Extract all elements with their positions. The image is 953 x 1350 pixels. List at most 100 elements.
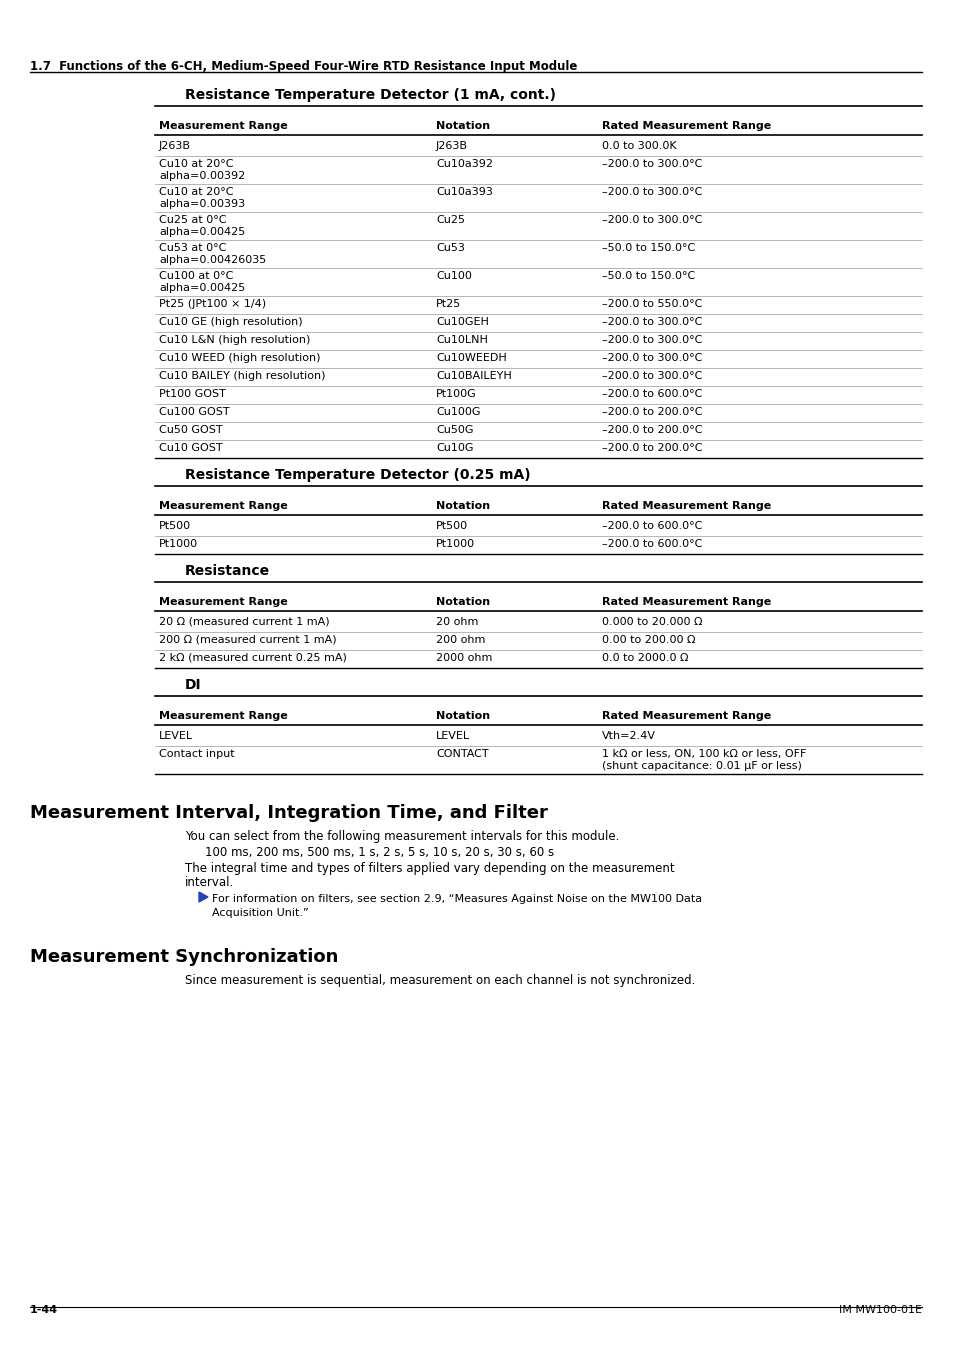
Text: Cu10a392: Cu10a392 <box>436 159 493 169</box>
Text: Rated Measurement Range: Rated Measurement Range <box>601 711 770 721</box>
Text: Measurement Range: Measurement Range <box>159 122 288 131</box>
Text: alpha=0.00393: alpha=0.00393 <box>159 198 245 209</box>
Text: Measurement Range: Measurement Range <box>159 597 288 608</box>
Text: Cu53 at 0°C: Cu53 at 0°C <box>159 243 226 252</box>
Text: –50.0 to 150.0°C: –50.0 to 150.0°C <box>601 271 695 281</box>
Text: alpha=0.00392: alpha=0.00392 <box>159 171 245 181</box>
Text: Cu25 at 0°C: Cu25 at 0°C <box>159 215 226 225</box>
Text: 100 ms, 200 ms, 500 ms, 1 s, 2 s, 5 s, 10 s, 20 s, 30 s, 60 s: 100 ms, 200 ms, 500 ms, 1 s, 2 s, 5 s, 1… <box>205 846 554 859</box>
Text: –200.0 to 550.0°C: –200.0 to 550.0°C <box>601 298 701 309</box>
Text: Pt500: Pt500 <box>436 521 468 531</box>
Text: Pt1000: Pt1000 <box>436 539 475 549</box>
Text: Cu53: Cu53 <box>436 243 464 252</box>
Text: Measurement Range: Measurement Range <box>159 501 288 512</box>
Text: –50.0 to 150.0°C: –50.0 to 150.0°C <box>601 243 695 252</box>
Text: –200.0 to 300.0°C: –200.0 to 300.0°C <box>601 317 701 327</box>
Text: Pt25: Pt25 <box>436 298 460 309</box>
Text: Cu50 GOST: Cu50 GOST <box>159 425 222 435</box>
Text: You can select from the following measurement intervals for this module.: You can select from the following measur… <box>185 830 618 842</box>
Text: –200.0 to 600.0°C: –200.0 to 600.0°C <box>601 389 701 400</box>
Text: –200.0 to 300.0°C: –200.0 to 300.0°C <box>601 215 701 225</box>
Text: Pt500: Pt500 <box>159 521 191 531</box>
Text: J263B: J263B <box>159 140 191 151</box>
Text: 20 ohm: 20 ohm <box>436 617 477 626</box>
Text: 2 kΩ (measured current 0.25 mA): 2 kΩ (measured current 0.25 mA) <box>159 653 347 663</box>
Text: Resistance: Resistance <box>185 564 270 578</box>
Text: –200.0 to 200.0°C: –200.0 to 200.0°C <box>601 406 701 417</box>
Text: Cu10 L&N (high resolution): Cu10 L&N (high resolution) <box>159 335 310 346</box>
Text: 200 ohm: 200 ohm <box>436 634 485 645</box>
Text: Notation: Notation <box>436 711 490 721</box>
Text: Cu10GEH: Cu10GEH <box>436 317 488 327</box>
Text: Cu10 at 20°C: Cu10 at 20°C <box>159 188 233 197</box>
Text: –200.0 to 300.0°C: –200.0 to 300.0°C <box>601 159 701 169</box>
Text: For information on filters, see section 2.9, “Measures Against Noise on the MW10: For information on filters, see section … <box>212 894 701 904</box>
Text: –200.0 to 600.0°C: –200.0 to 600.0°C <box>601 521 701 531</box>
Text: Cu100 at 0°C: Cu100 at 0°C <box>159 271 233 281</box>
Text: alpha=0.00425: alpha=0.00425 <box>159 227 245 238</box>
Text: Vth=2.4V: Vth=2.4V <box>601 730 656 741</box>
Text: 0.00 to 200.00 Ω: 0.00 to 200.00 Ω <box>601 634 695 645</box>
Text: Measurement Range: Measurement Range <box>159 711 288 721</box>
Text: –200.0 to 200.0°C: –200.0 to 200.0°C <box>601 425 701 435</box>
Text: Cu50G: Cu50G <box>436 425 473 435</box>
Text: DI: DI <box>185 678 201 693</box>
Text: Notation: Notation <box>436 597 490 608</box>
Text: IM MW100-01E: IM MW100-01E <box>838 1305 921 1315</box>
Text: Pt100G: Pt100G <box>436 389 476 400</box>
Text: Rated Measurement Range: Rated Measurement Range <box>601 597 770 608</box>
Text: –200.0 to 300.0°C: –200.0 to 300.0°C <box>601 352 701 363</box>
Text: Cu25: Cu25 <box>436 215 464 225</box>
Text: Cu10G: Cu10G <box>436 443 473 454</box>
Text: –200.0 to 300.0°C: –200.0 to 300.0°C <box>601 371 701 381</box>
Text: (shunt capacitance: 0.01 μF or less): (shunt capacitance: 0.01 μF or less) <box>601 761 801 771</box>
Text: Cu10BAILEYH: Cu10BAILEYH <box>436 371 511 381</box>
Text: Resistance Temperature Detector (1 mA, cont.): Resistance Temperature Detector (1 mA, c… <box>185 88 556 103</box>
Text: 200 Ω (measured current 1 mA): 200 Ω (measured current 1 mA) <box>159 634 336 645</box>
Text: –200.0 to 300.0°C: –200.0 to 300.0°C <box>601 188 701 197</box>
Text: Since measurement is sequential, measurement on each channel is not synchronized: Since measurement is sequential, measure… <box>185 973 695 987</box>
Text: 1 kΩ or less, ON, 100 kΩ or less, OFF: 1 kΩ or less, ON, 100 kΩ or less, OFF <box>601 749 805 759</box>
Text: The integral time and types of filters applied vary depending on the measurement: The integral time and types of filters a… <box>185 863 674 875</box>
Text: Notation: Notation <box>436 122 490 131</box>
Text: interval.: interval. <box>185 876 234 890</box>
Text: Acquisition Unit.”: Acquisition Unit.” <box>212 909 309 918</box>
Text: Cu10 BAILEY (high resolution): Cu10 BAILEY (high resolution) <box>159 371 325 381</box>
Text: 1-44: 1-44 <box>30 1305 58 1315</box>
Text: Pt100 GOST: Pt100 GOST <box>159 389 226 400</box>
Text: J263B: J263B <box>436 140 468 151</box>
Text: Cu10a393: Cu10a393 <box>436 188 493 197</box>
Text: Rated Measurement Range: Rated Measurement Range <box>601 501 770 512</box>
Text: 0.0 to 2000.0 Ω: 0.0 to 2000.0 Ω <box>601 653 688 663</box>
Text: –200.0 to 300.0°C: –200.0 to 300.0°C <box>601 335 701 346</box>
Polygon shape <box>199 892 208 902</box>
Text: 2000 ohm: 2000 ohm <box>436 653 492 663</box>
Text: 1.7  Functions of the 6-CH, Medium-Speed Four-Wire RTD Resistance Input Module: 1.7 Functions of the 6-CH, Medium-Speed … <box>30 59 577 73</box>
Text: Cu100 GOST: Cu100 GOST <box>159 406 230 417</box>
Text: –200.0 to 600.0°C: –200.0 to 600.0°C <box>601 539 701 549</box>
Text: Pt25 (JPt100 × 1/4): Pt25 (JPt100 × 1/4) <box>159 298 266 309</box>
Text: Resistance Temperature Detector (0.25 mA): Resistance Temperature Detector (0.25 mA… <box>185 468 530 482</box>
Text: Cu100: Cu100 <box>436 271 472 281</box>
Text: Cu10 GOST: Cu10 GOST <box>159 443 222 454</box>
Text: Pt1000: Pt1000 <box>159 539 198 549</box>
Text: Cu10LNH: Cu10LNH <box>436 335 487 346</box>
Text: alpha=0.00425: alpha=0.00425 <box>159 284 245 293</box>
Text: Rated Measurement Range: Rated Measurement Range <box>601 122 770 131</box>
Text: Measurement Synchronization: Measurement Synchronization <box>30 948 338 967</box>
Text: Contact input: Contact input <box>159 749 234 759</box>
Text: Cu10 WEED (high resolution): Cu10 WEED (high resolution) <box>159 352 320 363</box>
Text: Cu10WEEDH: Cu10WEEDH <box>436 352 506 363</box>
Text: Measurement Interval, Integration Time, and Filter: Measurement Interval, Integration Time, … <box>30 805 547 822</box>
Text: 20 Ω (measured current 1 mA): 20 Ω (measured current 1 mA) <box>159 617 330 626</box>
Text: LEVEL: LEVEL <box>436 730 470 741</box>
Text: CONTACT: CONTACT <box>436 749 488 759</box>
Text: 0.000 to 20.000 Ω: 0.000 to 20.000 Ω <box>601 617 701 626</box>
Text: –200.0 to 200.0°C: –200.0 to 200.0°C <box>601 443 701 454</box>
Text: Cu10 at 20°C: Cu10 at 20°C <box>159 159 233 169</box>
Text: Cu100G: Cu100G <box>436 406 480 417</box>
Text: LEVEL: LEVEL <box>159 730 193 741</box>
Text: Notation: Notation <box>436 501 490 512</box>
Text: Cu10 GE (high resolution): Cu10 GE (high resolution) <box>159 317 302 327</box>
Text: alpha=0.00426035: alpha=0.00426035 <box>159 255 266 265</box>
